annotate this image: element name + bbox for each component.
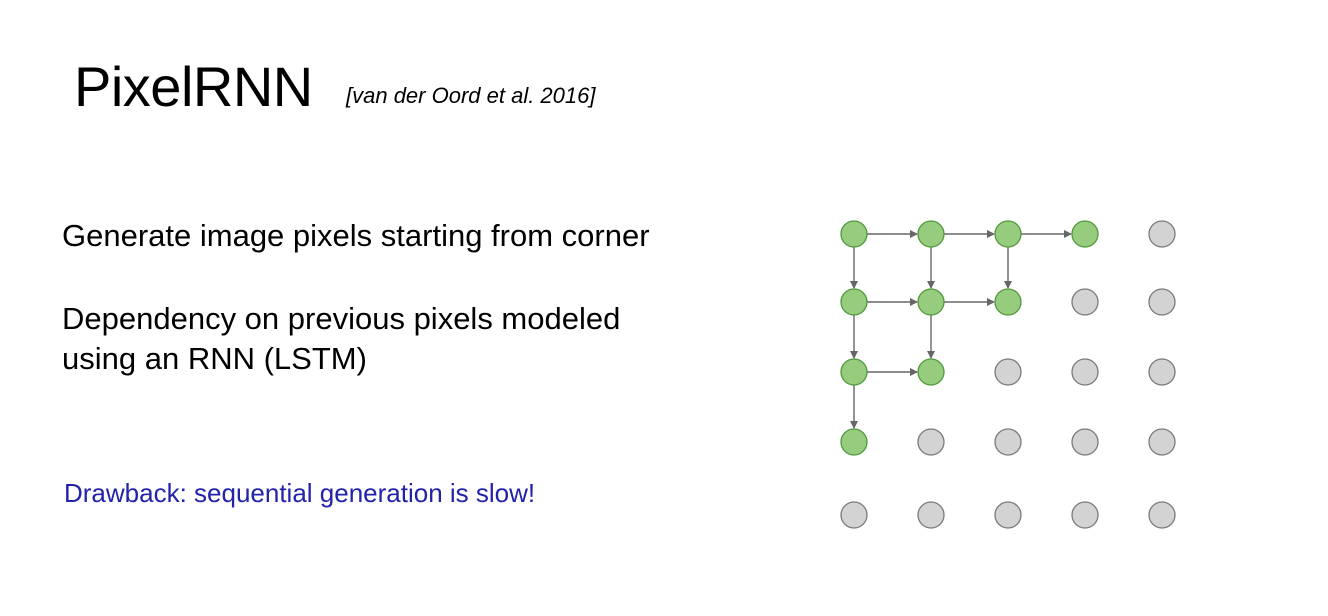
pending-pixel-3-4 bbox=[1148, 428, 1176, 456]
bullet-dependency: Dependency on previous pixels modeled us… bbox=[62, 299, 620, 379]
pending-pixel-4-2 bbox=[994, 501, 1022, 529]
generated-pixel-0-0 bbox=[840, 220, 868, 248]
generated-pixel-2-0 bbox=[840, 358, 868, 386]
pending-pixel-2-2 bbox=[994, 358, 1022, 386]
pending-pixel-1-4 bbox=[1148, 288, 1176, 316]
pending-pixel-2-4 bbox=[1148, 358, 1176, 386]
generated-pixel-0-1 bbox=[917, 220, 945, 248]
citation: [van der Oord et al. 2016] bbox=[346, 83, 596, 108]
generated-pixel-1-1 bbox=[917, 288, 945, 316]
pending-pixel-4-1 bbox=[917, 501, 945, 529]
pending-pixel-4-4 bbox=[1148, 501, 1176, 529]
pending-pixel-1-3 bbox=[1071, 288, 1099, 316]
bullet-dependency-line-2: using an RNN (LSTM) bbox=[62, 341, 367, 376]
pending-pixel-3-2 bbox=[994, 428, 1022, 456]
pending-pixel-2-3 bbox=[1071, 358, 1099, 386]
pending-pixel-3-1 bbox=[917, 428, 945, 456]
generated-pixel-0-2 bbox=[994, 220, 1022, 248]
drawback-note: Drawback: sequential generation is slow! bbox=[64, 478, 536, 508]
generated-pixel-2-1 bbox=[917, 358, 945, 386]
bullet-generate-pixels: Generate image pixels starting from corn… bbox=[62, 218, 650, 253]
bullet-dependency-line-1: Dependency on previous pixels modeled bbox=[62, 301, 621, 336]
slide-title: PixelRNN bbox=[74, 55, 313, 118]
pixel-nodes bbox=[840, 220, 1176, 529]
generated-pixel-3-0 bbox=[840, 428, 868, 456]
generated-pixel-1-0 bbox=[840, 288, 868, 316]
pending-pixel-4-0 bbox=[840, 501, 868, 529]
generated-pixel-0-3 bbox=[1071, 220, 1099, 248]
dependency-arrows bbox=[850, 230, 1072, 429]
pending-pixel-3-3 bbox=[1071, 428, 1099, 456]
pending-pixel-0-4 bbox=[1148, 220, 1176, 248]
pending-pixel-4-3 bbox=[1071, 501, 1099, 529]
generated-pixel-1-2 bbox=[994, 288, 1022, 316]
